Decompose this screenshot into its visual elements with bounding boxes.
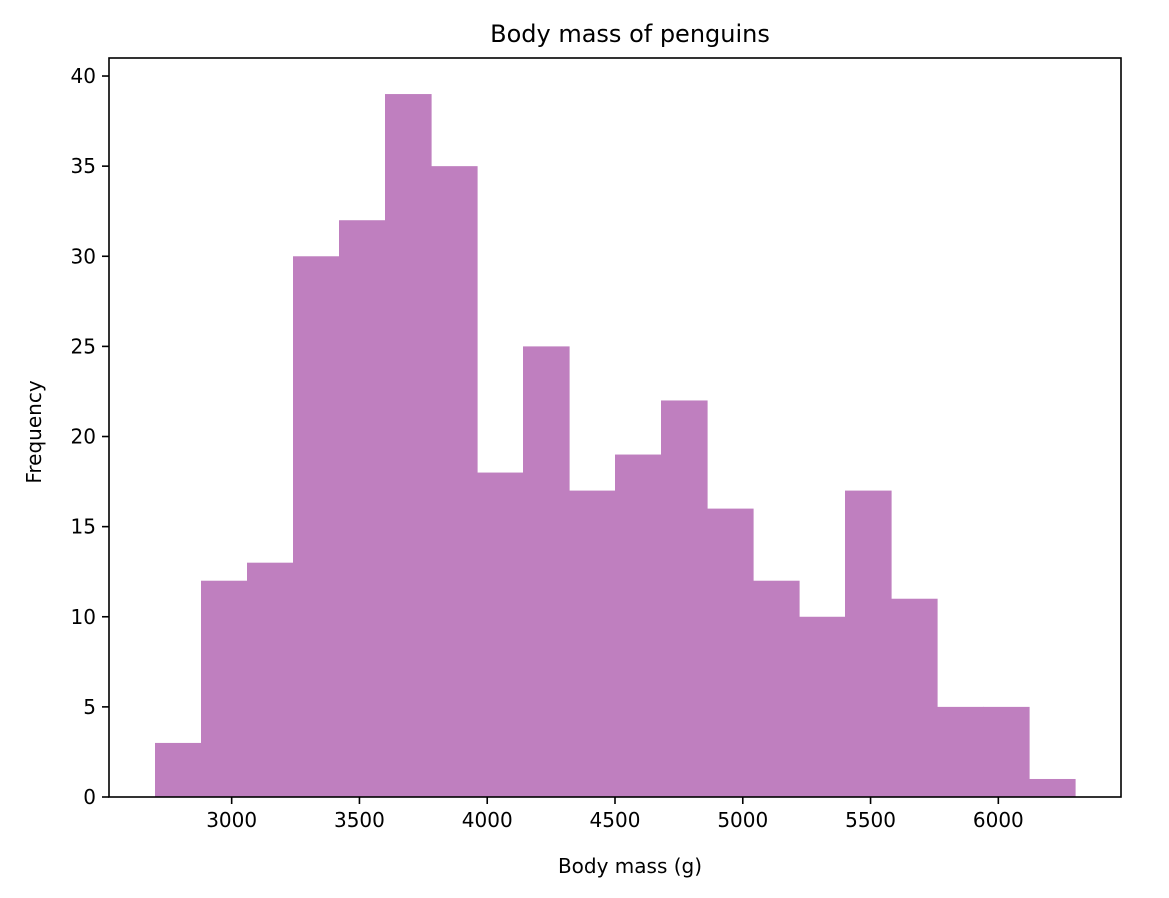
histogram-bar xyxy=(845,490,892,797)
histogram-bar xyxy=(799,616,846,797)
x-axis-label: Body mass (g) xyxy=(558,854,702,878)
y-tick-label: 35 xyxy=(71,154,96,178)
histogram-bar xyxy=(339,220,386,798)
chart-title: Body mass of penguins xyxy=(490,20,770,48)
x-tick-label: 4000 xyxy=(462,808,513,832)
histogram-bar xyxy=(891,598,938,797)
histogram-bar xyxy=(615,454,662,797)
histogram-bar xyxy=(937,706,984,797)
y-tick-label: 10 xyxy=(71,605,96,629)
histogram-bar xyxy=(753,580,800,797)
y-axis-ticks: 0 5 10 15 20 25 30 35 40 xyxy=(71,64,109,809)
histogram-bar xyxy=(201,580,248,797)
x-tick-label: 5000 xyxy=(717,808,768,832)
y-tick-label: 30 xyxy=(71,244,96,268)
bars-group xyxy=(155,94,1076,798)
histogram-bar xyxy=(983,706,1030,797)
y-tick-label: 15 xyxy=(71,515,96,539)
y-tick-label: 5 xyxy=(83,695,96,719)
x-tick-label: 5500 xyxy=(845,808,896,832)
histogram-bar xyxy=(569,490,616,797)
histogram-bar xyxy=(707,508,754,797)
histogram-bar xyxy=(293,256,340,797)
y-tick-label: 40 xyxy=(71,64,96,88)
y-axis-label: Frequency xyxy=(22,380,46,483)
y-tick-label: 25 xyxy=(71,334,96,358)
histogram-bar xyxy=(1029,778,1076,797)
histogram-bar xyxy=(477,472,524,797)
x-axis-ticks: 3000 3500 4000 4500 5000 5500 6000 xyxy=(206,797,1024,832)
x-tick-label: 4500 xyxy=(590,808,641,832)
histogram-bar xyxy=(523,346,570,797)
y-tick-label: 20 xyxy=(71,425,96,449)
histogram-bar xyxy=(247,562,294,797)
histogram-bar xyxy=(155,742,202,797)
x-tick-label: 3000 xyxy=(206,808,257,832)
y-tick-label: 0 xyxy=(83,785,96,809)
x-tick-label: 3500 xyxy=(334,808,385,832)
histogram-bar xyxy=(661,400,708,797)
histogram-bar xyxy=(385,94,432,798)
histogram-bar xyxy=(431,166,478,797)
x-tick-label: 6000 xyxy=(973,808,1024,832)
